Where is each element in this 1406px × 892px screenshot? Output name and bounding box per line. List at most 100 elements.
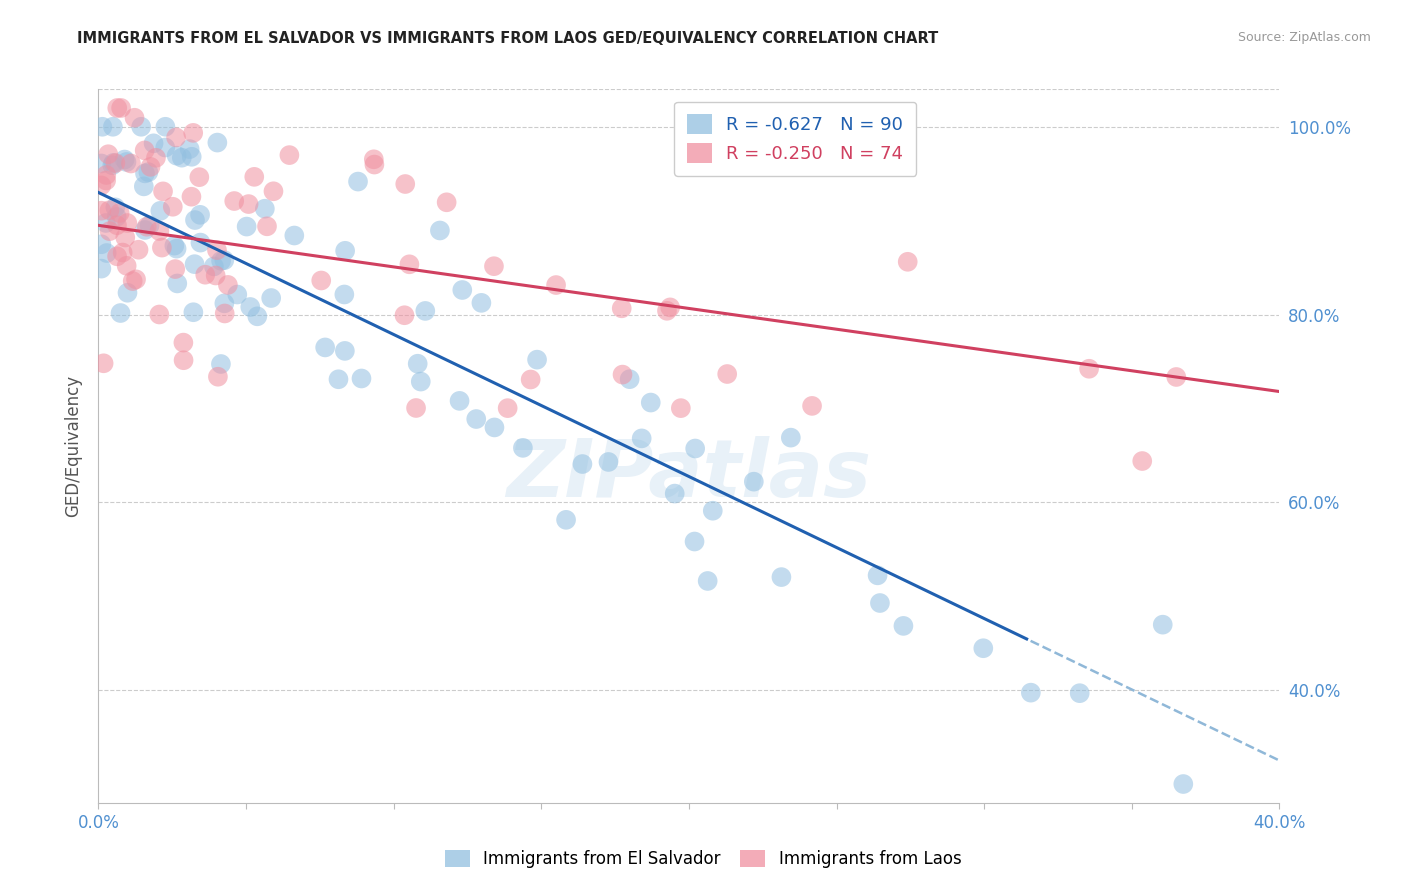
Point bbox=[98, 224, 121, 238]
Point bbox=[207, 136, 229, 150]
Point bbox=[180, 190, 202, 204]
Point bbox=[278, 148, 301, 162]
Point bbox=[105, 249, 128, 263]
Point bbox=[148, 308, 170, 322]
Point bbox=[94, 216, 117, 230]
Point bbox=[125, 272, 148, 286]
Point bbox=[465, 412, 488, 426]
Point bbox=[256, 219, 278, 234]
Point bbox=[512, 441, 534, 455]
Point bbox=[172, 335, 194, 350]
Point bbox=[1173, 777, 1195, 791]
Legend: Immigrants from El Salvador, Immigrants from Laos: Immigrants from El Salvador, Immigrants … bbox=[437, 843, 969, 875]
Point bbox=[148, 224, 170, 238]
Point bbox=[104, 200, 127, 214]
Point bbox=[110, 101, 132, 115]
Point bbox=[134, 166, 156, 180]
Point bbox=[190, 235, 212, 250]
Point bbox=[214, 253, 236, 268]
Point bbox=[333, 287, 356, 301]
Point bbox=[202, 260, 225, 274]
Text: ZIPatlas: ZIPatlas bbox=[506, 435, 872, 514]
Point bbox=[209, 357, 232, 371]
Point bbox=[101, 158, 124, 172]
Point bbox=[184, 213, 207, 227]
Point bbox=[394, 177, 416, 191]
Point bbox=[235, 219, 257, 234]
Point bbox=[90, 203, 112, 218]
Point bbox=[90, 178, 112, 193]
Point bbox=[224, 194, 246, 208]
Point bbox=[101, 120, 124, 134]
Point bbox=[108, 206, 131, 220]
Point bbox=[1019, 686, 1042, 700]
Point bbox=[152, 185, 174, 199]
Text: Source: ZipAtlas.com: Source: ZipAtlas.com bbox=[1237, 31, 1371, 45]
Point bbox=[124, 111, 146, 125]
Point bbox=[181, 126, 204, 140]
Point bbox=[260, 291, 283, 305]
Point bbox=[664, 486, 686, 500]
Point bbox=[716, 367, 738, 381]
Point bbox=[309, 273, 332, 287]
Point bbox=[209, 253, 232, 268]
Point bbox=[90, 237, 112, 252]
Point bbox=[526, 352, 548, 367]
Point bbox=[283, 228, 305, 243]
Point bbox=[683, 442, 706, 456]
Point bbox=[105, 218, 128, 232]
Point bbox=[972, 641, 994, 656]
Point bbox=[98, 203, 121, 218]
Point bbox=[149, 203, 172, 218]
Point bbox=[142, 136, 165, 151]
Point bbox=[610, 301, 633, 316]
Point bbox=[429, 223, 451, 237]
Point bbox=[93, 356, 115, 370]
Point bbox=[117, 285, 139, 300]
Point bbox=[470, 296, 492, 310]
Point bbox=[145, 151, 167, 165]
Legend: R = -0.627   N = 90, R = -0.250   N = 74: R = -0.627 N = 90, R = -0.250 N = 74 bbox=[673, 102, 917, 176]
Point bbox=[205, 243, 228, 257]
Point bbox=[333, 343, 356, 358]
Point bbox=[451, 283, 474, 297]
Point bbox=[121, 274, 143, 288]
Point bbox=[134, 144, 156, 158]
Point bbox=[135, 219, 157, 234]
Point bbox=[114, 230, 136, 244]
Point bbox=[204, 268, 226, 283]
Point bbox=[640, 395, 662, 409]
Point bbox=[138, 219, 160, 233]
Point bbox=[696, 574, 718, 588]
Point bbox=[115, 155, 138, 169]
Point bbox=[165, 130, 187, 145]
Point bbox=[104, 156, 127, 170]
Point bbox=[114, 153, 136, 167]
Point bbox=[103, 156, 125, 170]
Point bbox=[659, 301, 682, 315]
Point bbox=[134, 223, 156, 237]
Point bbox=[333, 244, 356, 258]
Point bbox=[194, 268, 217, 282]
Point bbox=[115, 259, 138, 273]
Point bbox=[128, 243, 150, 257]
Point bbox=[96, 168, 118, 182]
Point bbox=[166, 277, 188, 291]
Point bbox=[413, 304, 436, 318]
Point bbox=[1166, 370, 1188, 384]
Point bbox=[449, 393, 471, 408]
Point bbox=[105, 210, 128, 224]
Point bbox=[183, 257, 205, 271]
Point bbox=[155, 140, 177, 154]
Point bbox=[1152, 617, 1174, 632]
Point bbox=[409, 375, 432, 389]
Point bbox=[363, 157, 385, 171]
Point bbox=[897, 254, 920, 268]
Point bbox=[866, 568, 889, 582]
Point bbox=[243, 169, 266, 184]
Point bbox=[166, 242, 188, 256]
Point bbox=[165, 262, 187, 277]
Point bbox=[138, 165, 160, 179]
Point bbox=[742, 475, 765, 489]
Point bbox=[482, 259, 505, 273]
